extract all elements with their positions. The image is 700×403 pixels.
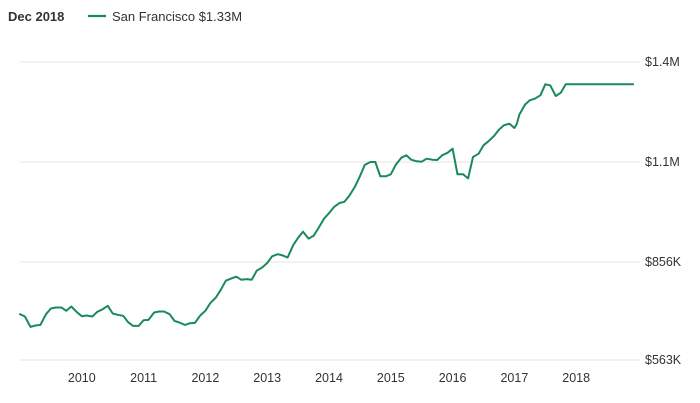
x-tick-label: 2015 xyxy=(377,371,405,385)
x-tick-label: 2014 xyxy=(315,371,343,385)
x-tick-label: 2017 xyxy=(500,371,528,385)
legend-label: San Francisco $1.33M xyxy=(112,9,242,24)
x-tick-label: 2013 xyxy=(253,371,281,385)
series-line xyxy=(19,83,635,328)
y-axis-ticks: $563K $856K $1.1M $1.4M xyxy=(645,55,682,367)
x-tick-label: 2011 xyxy=(130,371,157,385)
x-tick-label: 2012 xyxy=(191,371,219,385)
x-axis-ticks: 2010 2011 2012 2013 2014 2015 2016 2017 2018 xyxy=(68,371,590,385)
y-tick-label: $563K xyxy=(645,353,682,367)
series-group xyxy=(19,83,635,328)
x-tick-label: 2018 xyxy=(562,371,590,385)
x-tick-label: 2010 xyxy=(68,371,96,385)
y-tick-label: $1.1M xyxy=(645,155,680,169)
y-tick-label: $1.4M xyxy=(645,55,680,69)
x-tick-label: 2016 xyxy=(439,371,467,385)
date-label: Dec 2018 xyxy=(8,9,64,24)
y-tick-label: $856K xyxy=(645,255,682,269)
grid-lines xyxy=(20,61,640,361)
